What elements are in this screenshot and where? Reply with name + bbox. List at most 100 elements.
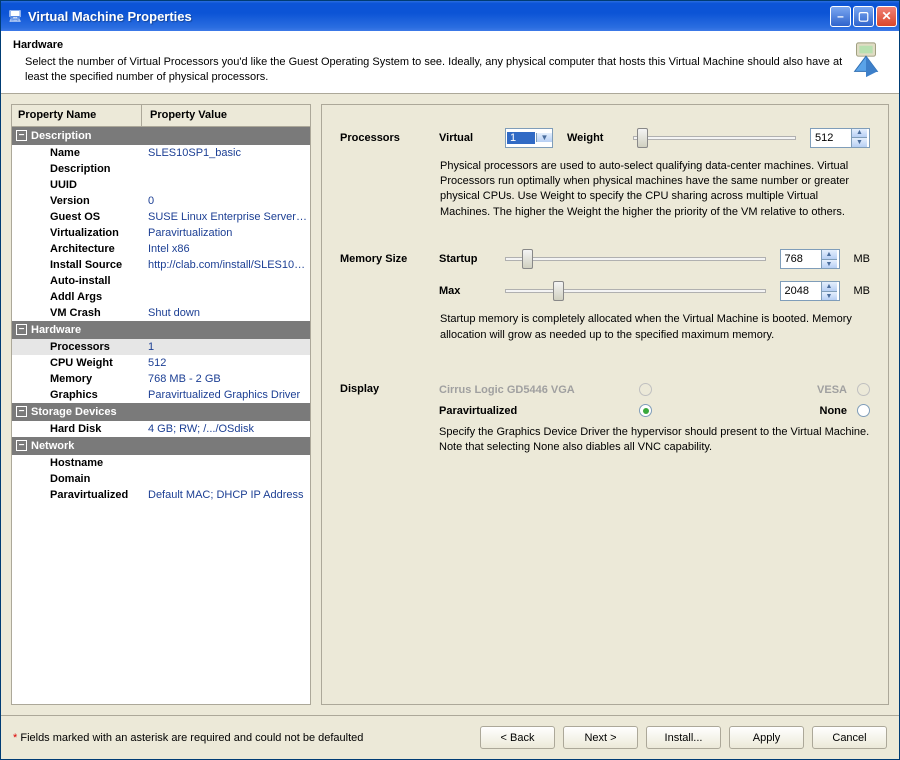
row-hostname[interactable]: Hostname: [12, 455, 310, 471]
spin-down-icon[interactable]: ▼: [822, 292, 837, 301]
install-button[interactable]: Install...: [646, 726, 721, 749]
radio-none[interactable]: [857, 404, 870, 417]
radio-selected-icon: [643, 408, 649, 414]
max-slider[interactable]: [505, 280, 766, 302]
row-auto-install[interactable]: Auto-install: [12, 273, 310, 289]
minimize-button[interactable]: –: [830, 6, 851, 27]
radio-paravirt[interactable]: [639, 404, 652, 417]
row-install-source[interactable]: Install Sourcehttp://clab.com/install/SL…: [12, 257, 310, 273]
section-description[interactable]: − Description: [12, 127, 310, 145]
memory-startup-row: Memory Size Startup ▲▼ MB: [340, 248, 870, 270]
footnote: * Fields marked with an asterisk are req…: [13, 732, 480, 744]
memory-max-row: Max ▲▼ MB: [340, 280, 870, 302]
window-title: Virtual Machine Properties: [28, 9, 830, 24]
slider-thumb[interactable]: [637, 128, 648, 148]
slider-thumb[interactable]: [522, 249, 533, 269]
unit-mb: MB: [854, 285, 871, 297]
radio-vesa-label: VESA: [797, 384, 847, 396]
row-name[interactable]: NameSLES10SP1_basic: [12, 145, 310, 161]
close-button[interactable]: ✕: [876, 6, 897, 27]
titlebar[interactable]: 🖥 Virtual Machine Properties – ▢ ✕: [1, 1, 899, 31]
row-cpu-weight[interactable]: CPU Weight512: [12, 355, 310, 371]
max-spinner[interactable]: ▲▼: [780, 281, 840, 301]
display-row: Display Cirrus Logic GD5446 VGA VESA Par…: [340, 383, 870, 456]
row-guestos[interactable]: Guest OSSUSE Linux Enterprise Server 10: [12, 209, 310, 225]
radio-row-1: Cirrus Logic GD5446 VGA VESA: [439, 383, 870, 396]
weight-spinner[interactable]: ▲▼: [810, 128, 870, 148]
apply-button[interactable]: Apply: [729, 726, 804, 749]
row-vm-crash[interactable]: VM CrashShut down: [12, 305, 310, 321]
col-property-name[interactable]: Property Name: [12, 105, 142, 126]
row-hard-disk[interactable]: Hard Disk4 GB; RW; /.../OSdisk: [12, 421, 310, 437]
row-architecture[interactable]: ArchitectureIntel x86: [12, 241, 310, 257]
row-addl-args[interactable]: Addl Args: [12, 289, 310, 305]
startup-label: Startup: [439, 253, 491, 265]
max-label: Max: [439, 285, 491, 297]
header-icon: [845, 39, 887, 81]
startup-spinner[interactable]: ▲▼: [780, 249, 840, 269]
spin-up-icon[interactable]: ▲: [822, 250, 837, 260]
row-virtualization[interactable]: VirtualizationParavirtualization: [12, 225, 310, 241]
tree-body: − Description NameSLES10SP1_basic Descri…: [12, 127, 310, 704]
collapse-icon[interactable]: −: [16, 440, 27, 451]
header-panel: Hardware Select the number of Virtual Pr…: [1, 31, 899, 94]
col-property-value[interactable]: Property Value: [142, 109, 310, 121]
memory-help: Startup memory is completely allocated w…: [440, 312, 870, 343]
app-icon: 🖥: [7, 8, 23, 24]
row-processors[interactable]: Processors1: [12, 339, 310, 355]
row-memory[interactable]: Memory768 MB - 2 GB: [12, 371, 310, 387]
radio-cirrus: [639, 383, 652, 396]
virtual-label: Virtual: [439, 132, 491, 144]
max-input[interactable]: [781, 282, 821, 300]
collapse-icon[interactable]: −: [16, 130, 27, 141]
row-graphics[interactable]: GraphicsParavirtualized Graphics Driver: [12, 387, 310, 403]
memory-label: Memory Size: [340, 253, 425, 265]
window-buttons: – ▢ ✕: [830, 6, 897, 27]
chevron-down-icon[interactable]: ▼: [536, 133, 552, 142]
spin-down-icon[interactable]: ▼: [852, 138, 867, 147]
row-domain[interactable]: Domain: [12, 471, 310, 487]
startup-input[interactable]: [781, 250, 821, 268]
next-button[interactable]: Next >: [563, 726, 638, 749]
slider-thumb[interactable]: [553, 281, 564, 301]
weight-input[interactable]: [811, 129, 851, 147]
row-version[interactable]: Version0: [12, 193, 310, 209]
row-description[interactable]: Description: [12, 161, 310, 177]
display-label: Display: [340, 383, 425, 395]
form-panel: Processors Virtual 1 ▼ Weight ▲▼ Physica…: [321, 104, 889, 705]
content: Property Name Property Value − Descripti…: [1, 94, 899, 715]
collapse-icon[interactable]: −: [16, 406, 27, 417]
section-hardware[interactable]: − Hardware: [12, 321, 310, 339]
radio-row-2: Paravirtualized None: [439, 404, 870, 417]
weight-slider[interactable]: [633, 127, 796, 149]
radio-cirrus-label: Cirrus Logic GD5446 VGA: [439, 384, 639, 396]
row-uuid[interactable]: UUID: [12, 177, 310, 193]
radio-paravirt-label: Paravirtualized: [439, 405, 639, 417]
unit-mb: MB: [854, 253, 871, 265]
weight-label: Weight: [567, 132, 619, 144]
footer: * Fields marked with an asterisk are req…: [1, 715, 899, 759]
row-paravirtualized[interactable]: ParavirtualizedDefault MAC; DHCP IP Addr…: [12, 487, 310, 503]
processors-help: Physical processors are used to auto-sel…: [440, 159, 870, 221]
tree-header: Property Name Property Value: [12, 105, 310, 127]
collapse-icon[interactable]: −: [16, 324, 27, 335]
header-description: Select the number of Virtual Processors …: [13, 55, 845, 85]
radio-none-label: None: [797, 405, 847, 417]
radio-vesa: [857, 383, 870, 396]
property-tree: Property Name Property Value − Descripti…: [11, 104, 311, 705]
cancel-button[interactable]: Cancel: [812, 726, 887, 749]
display-help: Specify the Graphics Device Driver the h…: [439, 425, 870, 456]
section-storage[interactable]: − Storage Devices: [12, 403, 310, 421]
window: 🖥 Virtual Machine Properties – ▢ ✕ Hardw…: [0, 0, 900, 760]
back-button[interactable]: < Back: [480, 726, 555, 749]
spin-down-icon[interactable]: ▼: [822, 260, 837, 269]
spin-up-icon[interactable]: ▲: [822, 282, 837, 292]
section-network[interactable]: − Network: [12, 437, 310, 455]
maximize-button[interactable]: ▢: [853, 6, 874, 27]
virtual-value: 1: [507, 132, 535, 144]
header-title: Hardware: [13, 39, 845, 51]
virtual-select[interactable]: 1 ▼: [505, 128, 553, 148]
spin-up-icon[interactable]: ▲: [852, 129, 867, 139]
button-bar: < Back Next > Install... Apply Cancel: [480, 726, 887, 749]
startup-slider[interactable]: [505, 248, 766, 270]
